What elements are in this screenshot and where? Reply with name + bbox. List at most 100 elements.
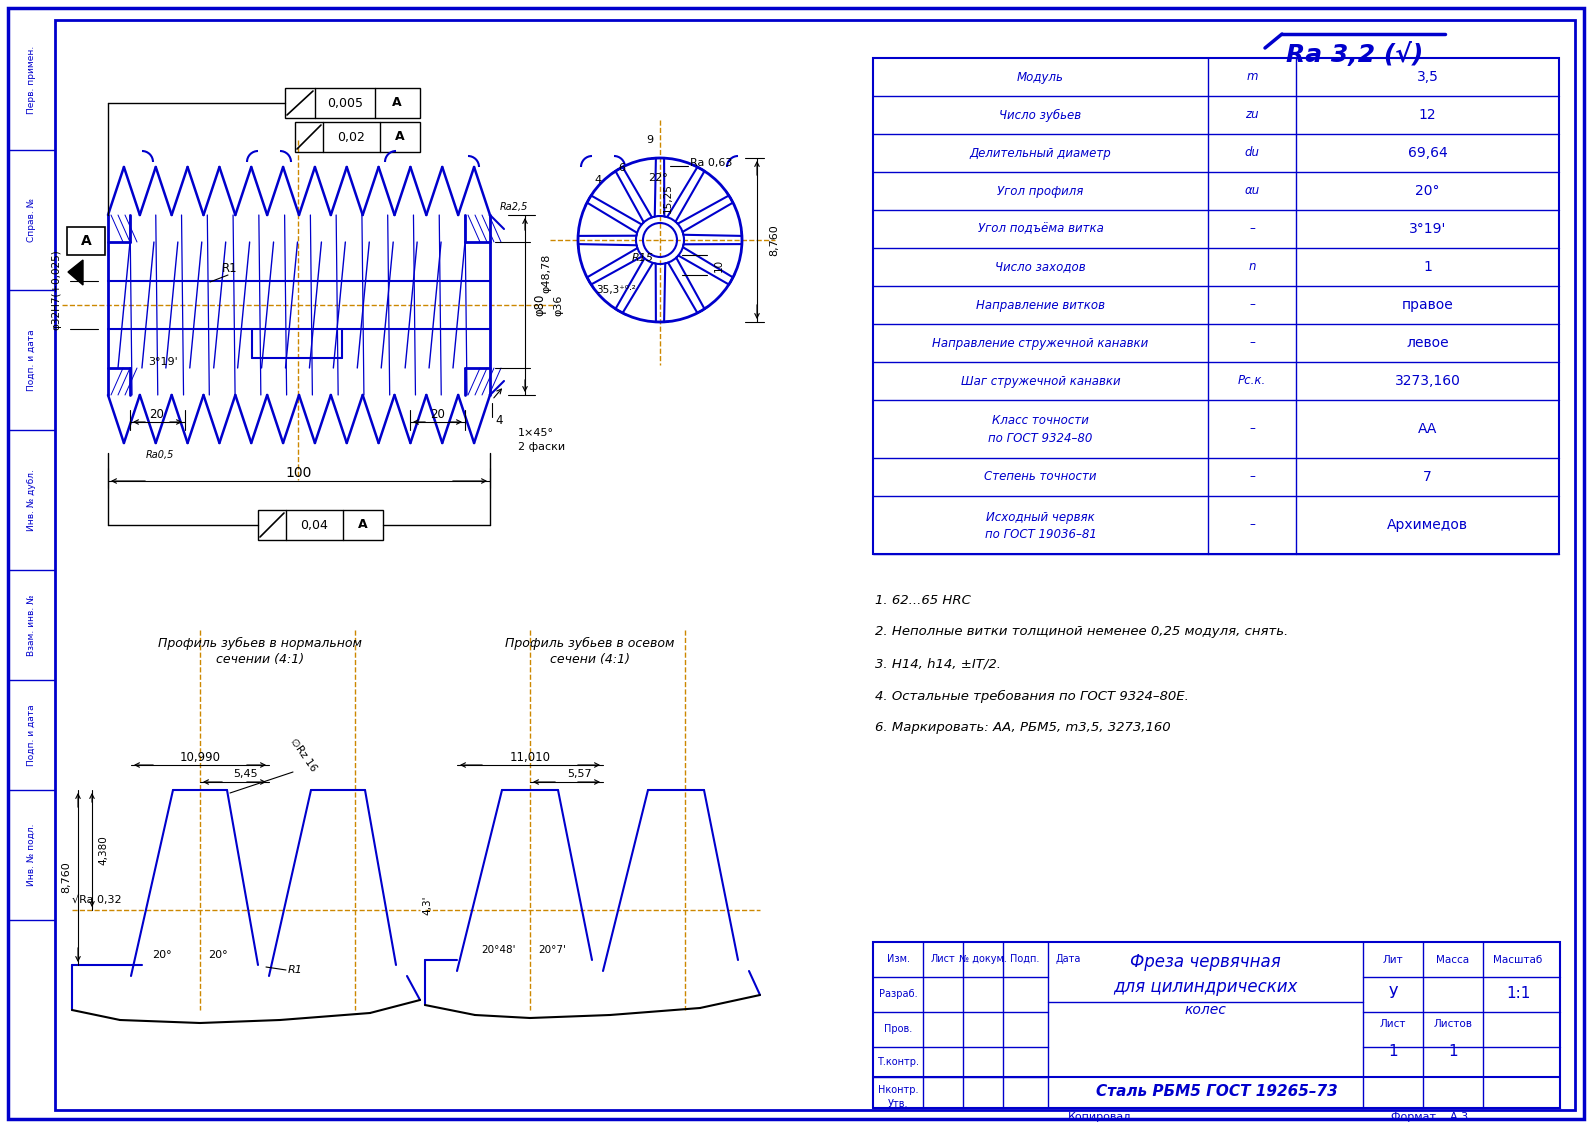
Text: Ra2,5: Ra2,5 [500,202,529,212]
Text: 20°: 20° [153,950,172,960]
Text: AA: AA [1418,421,1438,436]
Text: Лист: Лист [931,953,955,964]
Text: 9: 9 [646,135,654,145]
Text: Делительный диаметр: Делительный диаметр [970,147,1111,160]
Text: –: – [1250,518,1254,532]
Text: φ48,78: φ48,78 [541,254,551,293]
Text: 1: 1 [1423,260,1431,274]
Text: A: A [81,234,91,248]
Text: Листов: Листов [1433,1019,1473,1029]
Text: φ36: φ36 [552,294,564,316]
Text: 3°19': 3°19' [1409,222,1446,236]
Text: 10,990: 10,990 [180,751,221,763]
Text: Архимедов: Архимедов [1387,518,1468,532]
Text: 20°7': 20°7' [538,946,565,955]
Text: правое: правое [1401,298,1453,312]
Text: Справ. №: Справ. № [27,198,35,242]
Text: 0,04: 0,04 [299,518,328,532]
Text: Число заходов: Число заходов [995,260,1086,274]
Text: A: A [392,97,401,109]
Text: 6. Маркировать: AA, РБМ5, m3,5, 3273,160: 6. Маркировать: AA, РБМ5, m3,5, 3273,160 [876,721,1170,735]
Text: –: – [1250,222,1254,236]
Text: √Ra 0,32: √Ra 0,32 [72,895,121,905]
Text: 3°19': 3°19' [148,357,178,367]
Text: по ГОСТ 9324–80: по ГОСТ 9324–80 [989,433,1092,445]
Text: Число зубьев: Число зубьев [1000,108,1081,122]
Text: левое: левое [1406,336,1449,350]
Text: 6: 6 [619,163,626,174]
Text: n: n [1248,260,1256,274]
Text: 100: 100 [287,465,312,480]
Text: сечении (4:1): сечении (4:1) [217,654,304,666]
Text: Шаг стружечной канавки: Шаг стружечной канавки [960,374,1121,388]
Text: 35,3⁺⁰ᐧ²: 35,3⁺⁰ᐧ² [595,285,635,295]
Text: 7: 7 [1423,470,1431,483]
Text: 11,010: 11,010 [509,751,551,763]
Text: 20: 20 [150,408,164,421]
Text: A: A [395,131,404,143]
Text: 20: 20 [430,408,446,421]
Text: Рс.к.: Рс.к. [1239,374,1266,388]
Text: для цилиндрических: для цилиндрических [1113,978,1297,996]
Text: Ra0,5: Ra0,5 [146,450,175,460]
Text: Масса: Масса [1436,955,1469,965]
Bar [295,122,420,152]
Text: Лит: Лит [1383,955,1403,965]
Text: Степень точности: Степень точности [984,470,1097,483]
Text: по ГОСТ 19036–81: по ГОСТ 19036–81 [984,529,1097,541]
Text: Т.контр.: Т.контр. [877,1057,919,1067]
Text: Взам. инв. №: Взам. инв. № [27,594,35,656]
Text: –: – [1250,337,1254,349]
Text: 0,005: 0,005 [326,97,363,109]
Text: 8,760: 8,760 [769,224,778,256]
Text: 12: 12 [1418,108,1436,122]
Text: Модуль: Модуль [1017,71,1063,83]
Text: Ra 0,63: Ra 0,63 [689,158,732,168]
Text: У: У [1388,986,1398,1002]
Text: 5,57: 5,57 [568,769,592,779]
Text: 1: 1 [1388,1045,1398,1059]
Text: 4,380: 4,380 [99,835,108,864]
Bar [67,227,105,255]
Bar [285,88,420,118]
Text: –: – [1250,423,1254,435]
Text: R1: R1 [288,965,302,975]
Text: 1: 1 [1449,1045,1458,1059]
Text: 5,45: 5,45 [232,769,258,779]
Text: 15,25: 15,25 [662,183,673,213]
Text: Дата: Дата [1055,953,1081,964]
Text: ∅Rz 16: ∅Rz 16 [288,737,318,773]
Text: Подп. и дата: Подп. и дата [27,704,35,766]
Text: 20°48': 20°48' [481,946,516,955]
Text: φ80: φ80 [533,294,546,317]
Text: Исходный червяк: Исходный червяк [985,511,1095,524]
Text: 20°: 20° [209,950,228,960]
Text: Класс точности: Класс точности [992,415,1089,427]
Text: 69,64: 69,64 [1407,147,1447,160]
Text: R1: R1 [223,261,237,275]
Text: Разраб.: Разраб. [879,990,917,999]
Text: 22°: 22° [648,174,669,183]
Text: 10: 10 [713,258,724,272]
Text: Лист: Лист [1380,1019,1406,1029]
Text: Направление витков: Направление витков [976,299,1105,311]
Text: zu: zu [1245,108,1259,122]
Text: 3. H14, h14, ±IT/2.: 3. H14, h14, ±IT/2. [876,657,1001,671]
Text: Направление стружечной канавки: Направление стружечной канавки [933,337,1148,349]
Text: Формат    А 3: Формат А 3 [1391,1112,1468,1122]
Text: Профиль зубьев в осевом: Профиль зубьев в осевом [505,637,675,649]
Text: 20°: 20° [1415,184,1439,198]
Bar [258,511,384,540]
Polygon shape [68,260,83,285]
Text: 1. 62...65 HRC: 1. 62...65 HRC [876,594,971,606]
Text: сечени (4:1): сечени (4:1) [549,654,630,666]
Text: Пров.: Пров. [884,1024,912,1033]
Text: Перв. примен.: Перв. примен. [27,46,35,114]
Bar [872,57,1559,554]
Text: Ra 3,2 (√): Ra 3,2 (√) [1286,42,1423,66]
Text: 4: 4 [495,414,503,426]
Text: 1:1: 1:1 [1506,986,1530,1002]
Text: Инв. № подл.: Инв. № подл. [27,824,35,886]
Text: 4. Остальные требования по ГОСТ 9324–80Е.: 4. Остальные требования по ГОСТ 9324–80Е… [876,690,1189,702]
Text: 2. Неполные витки толщиной неменее 0,25 модуля, снять.: 2. Неполные витки толщиной неменее 0,25 … [876,625,1288,639]
